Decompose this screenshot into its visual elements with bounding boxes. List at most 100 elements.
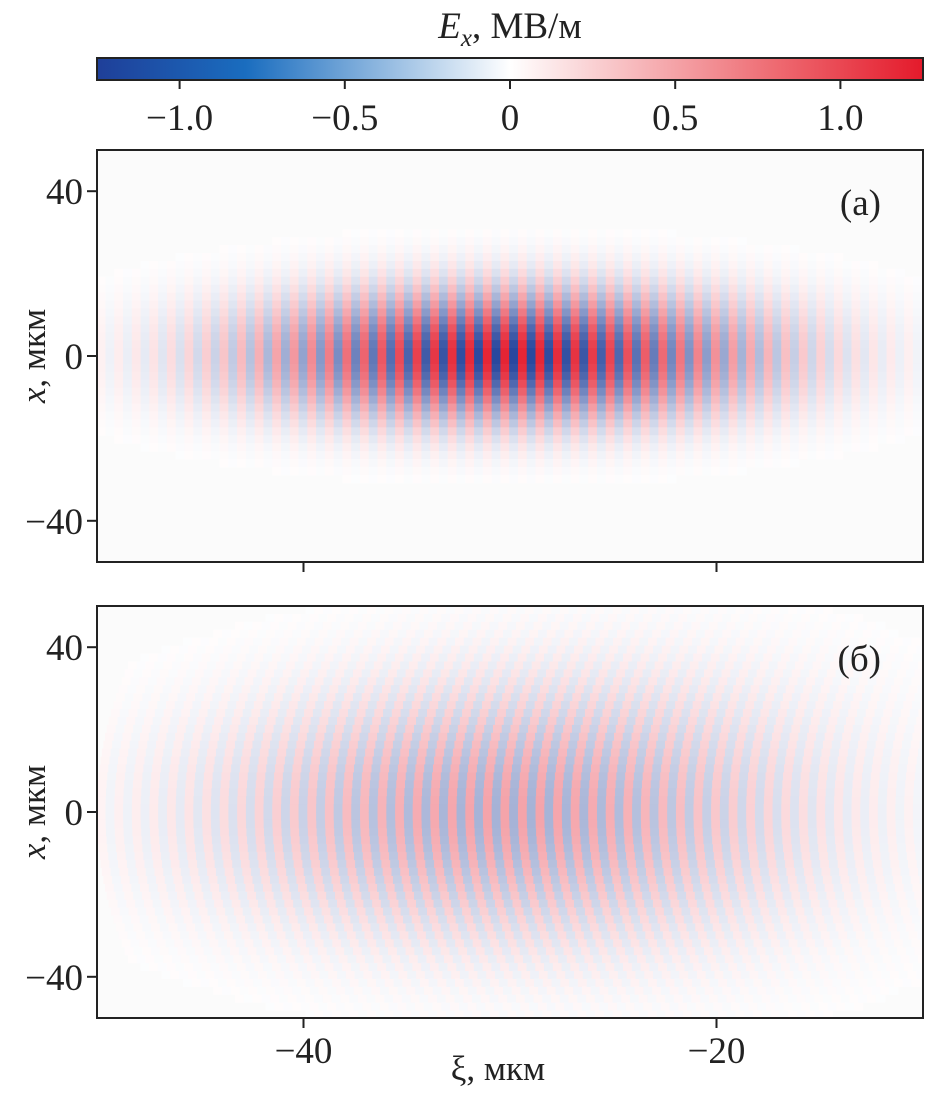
field-cell — [596, 292, 607, 302]
field-cell — [185, 891, 196, 900]
field-cell — [737, 340, 747, 349]
field-cell — [465, 812, 475, 821]
field-cell — [447, 300, 458, 310]
field-cell — [487, 685, 497, 694]
field-cell — [368, 348, 379, 357]
field-cell — [272, 316, 282, 325]
field-cell — [115, 891, 125, 900]
field-cell — [377, 387, 387, 397]
field-cell — [210, 324, 221, 333]
field-cell — [403, 403, 414, 413]
field-cell — [305, 1010, 315, 1018]
field-cell — [391, 954, 401, 964]
field-cell — [256, 693, 266, 702]
field-band — [649, 229, 659, 484]
field-cell — [312, 661, 322, 670]
field-cell — [658, 371, 668, 381]
field-band — [386, 606, 456, 1018]
field-cell — [105, 411, 115, 420]
field-cell — [209, 978, 219, 987]
field-cell — [640, 348, 651, 357]
field-cell — [702, 466, 712, 476]
field-cell — [445, 606, 456, 615]
field-cell — [396, 922, 407, 932]
field-cell — [561, 443, 572, 452]
field-cell — [877, 363, 888, 373]
field-cell — [912, 379, 923, 389]
field-cell — [517, 356, 528, 365]
field-cell — [163, 661, 173, 670]
field-cell — [272, 435, 282, 444]
field-cell — [281, 466, 291, 476]
field-cell — [212, 946, 222, 956]
field-cell — [123, 276, 133, 286]
field-cell — [359, 276, 370, 286]
field-cell — [359, 653, 370, 663]
field-cell — [471, 740, 482, 750]
field-cell — [297, 701, 308, 710]
field-cell — [171, 661, 182, 670]
field-cell — [640, 387, 651, 397]
field-cell — [342, 427, 352, 436]
field-cell — [333, 796, 344, 805]
field-cell — [605, 356, 616, 365]
field-cell — [430, 459, 440, 468]
field-cell — [842, 371, 853, 381]
field-cell — [131, 419, 142, 428]
field-band — [807, 253, 817, 460]
field-cell — [450, 613, 460, 623]
field-cell — [544, 356, 554, 365]
field-cell — [494, 986, 504, 995]
field-cell — [500, 395, 510, 405]
field-cell — [456, 308, 466, 317]
field-cell — [400, 661, 410, 670]
field-cell — [428, 637, 439, 647]
field-cell — [258, 970, 268, 979]
field-cell — [261, 740, 271, 750]
field-cell — [210, 387, 221, 397]
field-cell — [728, 466, 738, 476]
field-cell — [119, 748, 129, 758]
field-cell — [421, 459, 431, 468]
field-cell — [316, 260, 326, 270]
field-cell — [421, 474, 431, 484]
field-cell — [378, 780, 389, 789]
field-cell — [605, 395, 616, 405]
field-cell — [649, 292, 659, 302]
field-cell — [163, 867, 173, 876]
field-cell — [317, 772, 328, 781]
field-cell — [193, 308, 203, 317]
field-cell — [254, 316, 265, 325]
field-cell — [553, 276, 563, 286]
field-cell — [798, 332, 809, 341]
field-cell — [754, 340, 765, 349]
field-cell — [763, 363, 774, 373]
field-cell — [781, 356, 791, 365]
field-cell — [154, 661, 164, 670]
field-cell — [193, 363, 203, 373]
field-cell — [189, 867, 199, 876]
field-cell — [746, 245, 756, 254]
field-cell — [579, 474, 589, 484]
field-cell — [307, 316, 317, 325]
field-cell — [268, 867, 278, 876]
field-cell — [737, 268, 747, 278]
field-cell — [912, 332, 923, 341]
field-cell — [535, 403, 545, 413]
field-cell — [675, 363, 686, 373]
field-cell — [658, 419, 668, 428]
field-cell — [561, 395, 572, 405]
field-cell — [257, 764, 267, 773]
field-cell — [588, 237, 598, 246]
field-cell — [212, 693, 222, 702]
field-cell — [246, 796, 256, 805]
field-cell — [263, 268, 273, 278]
field-cell — [323, 677, 333, 686]
field-cell — [226, 740, 236, 750]
field-cell — [359, 229, 370, 238]
field-cell — [456, 300, 466, 310]
field-cell — [245, 435, 256, 444]
field-cell — [737, 451, 747, 460]
field-cell — [268, 748, 278, 758]
field-cell — [772, 419, 782, 428]
